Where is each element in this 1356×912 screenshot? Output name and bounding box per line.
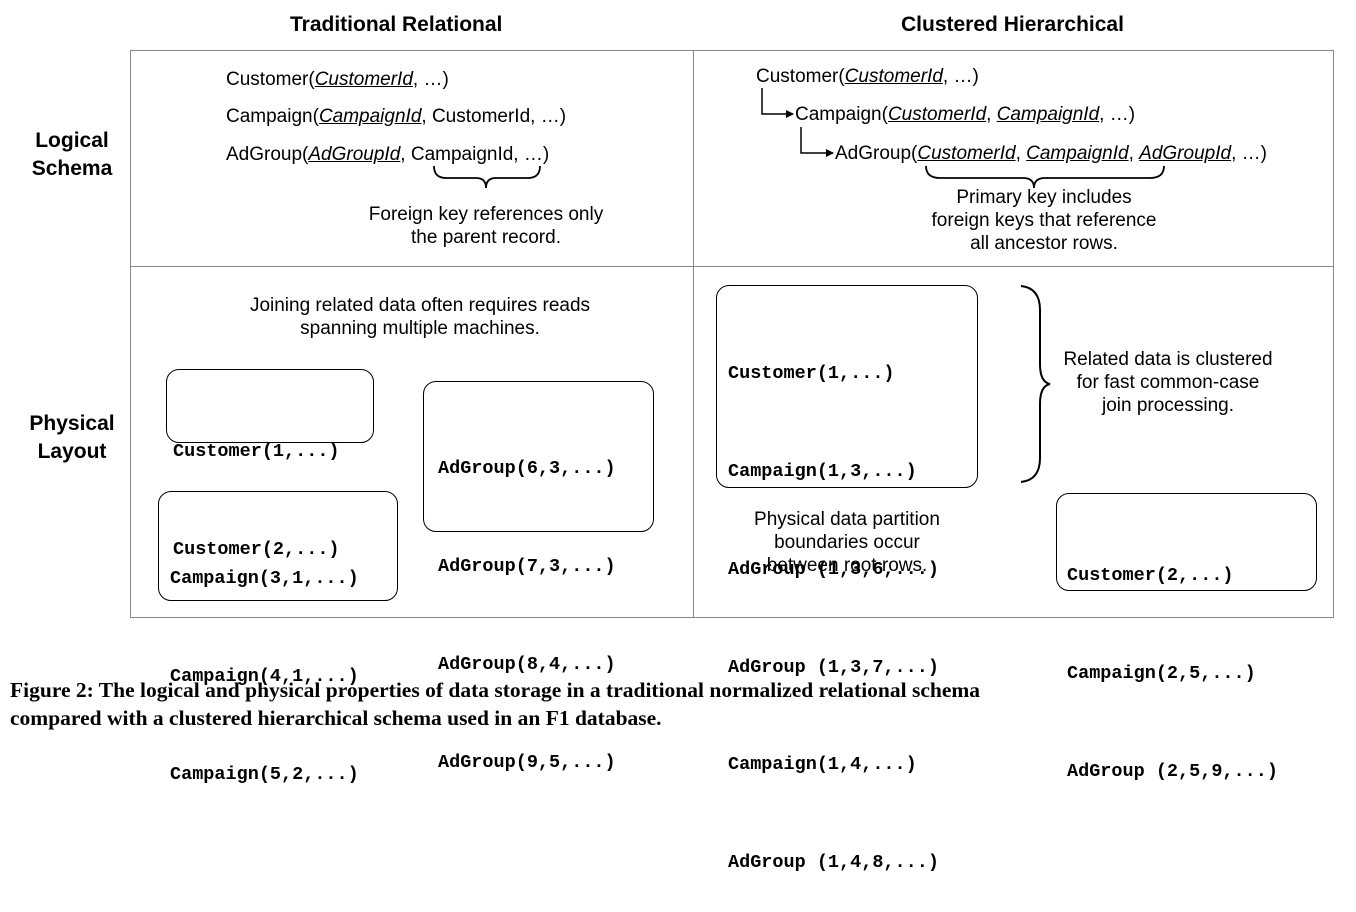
row-entry: AdGroup (2,5,9,...) (1067, 760, 1278, 782)
primary-key-part: CustomerId (917, 143, 1016, 164)
note-line: Physical data partition (754, 509, 940, 530)
primary-key: AdGroupId (308, 144, 401, 165)
customer-partition-box: Customer(1,...) Customer(2,...) (166, 369, 374, 560)
schema-customer-hierarchical: Customer(CustomerId, …) (756, 66, 979, 88)
primary-key-part: CampaignId (1026, 143, 1129, 164)
columns-rest: , …) (942, 66, 979, 87)
row-entry: AdGroup(9,5,...) (438, 751, 616, 773)
primary-key-brace (925, 165, 1165, 189)
note-line: boundaries occur (774, 532, 920, 553)
schema-customer-relational: Customer(CustomerId, …) (226, 69, 449, 91)
customer-to-campaign-arrow (761, 88, 794, 118)
row-label-line: Physical (29, 412, 115, 435)
primary-key-note: Primary key includes foreign keys that r… (894, 186, 1194, 255)
note-line: for fast common-case (1076, 372, 1260, 393)
separator: , (986, 104, 997, 125)
partition-boundary-note: Physical data partition boundaries occur… (716, 508, 978, 577)
cluster-brace (1020, 285, 1051, 483)
schema-adgroup-relational: AdGroup(AdGroupId, CampaignId, …) (226, 144, 549, 166)
note-line: the parent record. (411, 227, 561, 248)
row-label-logical-schema: Logical Schema (14, 127, 130, 183)
foreign-key: CampaignId (410, 144, 514, 165)
row-entry: Campaign(4,1,...) (170, 665, 359, 687)
table-name: Campaign( (226, 106, 319, 127)
note-line: all ancestor rows. (970, 233, 1118, 254)
grid-column-divider (693, 50, 694, 618)
primary-key: CampaignId (318, 106, 422, 127)
row-entry: Campaign(2,5,...) (1067, 662, 1256, 684)
row-entry: AdGroup (1,3,6,...) (728, 558, 939, 580)
row-entry: Campaign(5,2,...) (170, 763, 359, 785)
note-line: join processing. (1101, 395, 1235, 416)
campaign-to-adgroup-arrow (800, 127, 834, 157)
foreign-key-note: Foreign key references only the parent r… (336, 203, 636, 249)
row-entry: AdGroup (1,3,7,...) (728, 656, 939, 678)
row-label-line: Logical (35, 129, 109, 152)
row-entry: Campaign(1,3,...) (728, 460, 917, 482)
schema-campaign-hierarchical: Campaign(CustomerId, CampaignId, …) (795, 104, 1135, 126)
columns-rest: , …) (1099, 104, 1136, 125)
cluster-note: Related data is clustered for fast commo… (1038, 348, 1298, 417)
row-entry: Customer(2,...) (173, 538, 340, 560)
separator: , (1015, 143, 1027, 164)
row-entry: Customer(1,...) (728, 363, 895, 385)
column-title-hierarchical: Clustered Hierarchical (901, 13, 1124, 36)
columns-rest: , …) (412, 69, 449, 90)
note-line: between root rows. (766, 555, 928, 576)
row-entry: Customer(2,...) (1067, 565, 1234, 587)
schema-campaign-relational: Campaign(CampaignId, CustomerId, …) (226, 106, 566, 128)
note-line: Related data is clustered (1063, 349, 1273, 370)
row-label-line: Layout (37, 440, 107, 463)
caption-line: compared with a clustered hierarchical s… (10, 706, 662, 730)
row-entry: AdGroup (1,4,8,...) (728, 852, 939, 874)
columns-rest: , …) (1231, 143, 1267, 164)
row-label-physical-layout: Physical Layout (14, 410, 130, 466)
primary-key-part: CampaignId (996, 104, 1100, 125)
table-name: Customer( (226, 69, 315, 90)
note-line: Foreign key references only (368, 204, 604, 225)
row-label-line: Schema (31, 157, 113, 180)
columns-rest: , …) (513, 144, 550, 165)
note-line: Joining related data often requires read… (249, 295, 591, 316)
row-entry: AdGroup(7,3,...) (438, 555, 616, 577)
row-entry: Campaign(3,1,...) (170, 568, 359, 590)
foreign-key-brace (433, 165, 541, 189)
primary-key: CustomerId (844, 66, 943, 87)
caption-line: Figure 2: The logical and physical prope… (10, 678, 981, 702)
column-title-traditional: Traditional Relational (290, 13, 503, 36)
note-line: Primary key includes (956, 187, 1132, 208)
table-name: Campaign( (795, 104, 888, 125)
schema-adgroup-hierarchical: AdGroup(CustomerId, CampaignId, AdGroupI… (835, 143, 1267, 165)
note-line: foreign keys that reference (931, 210, 1157, 231)
row-entry: AdGroup(8,4,...) (438, 653, 616, 675)
table-name: AdGroup( (835, 143, 918, 164)
comparison-grid (130, 50, 1334, 618)
row-entry: Campaign(1,4,...) (728, 754, 917, 776)
primary-key: CustomerId (314, 69, 413, 90)
diagram-overlay (433, 88, 1165, 483)
separator: , (1128, 143, 1140, 164)
separator: , (400, 144, 411, 165)
figure-caption: Figure 2: The logical and physical prope… (10, 676, 980, 732)
row-entry: Customer(1,...) (173, 441, 340, 463)
primary-key-part: AdGroupId (1139, 143, 1232, 164)
row-entry: AdGroup(6,3,...) (438, 458, 616, 480)
primary-key-part: CustomerId (887, 104, 987, 125)
grid-row-divider (130, 266, 1334, 267)
table-name: AdGroup( (226, 144, 309, 165)
join-note: Joining related data often requires read… (220, 294, 620, 340)
note-line: spanning multiple machines. (300, 318, 540, 339)
table-name: Customer( (756, 66, 845, 87)
columns-rest: , CustomerId, …) (421, 106, 567, 127)
